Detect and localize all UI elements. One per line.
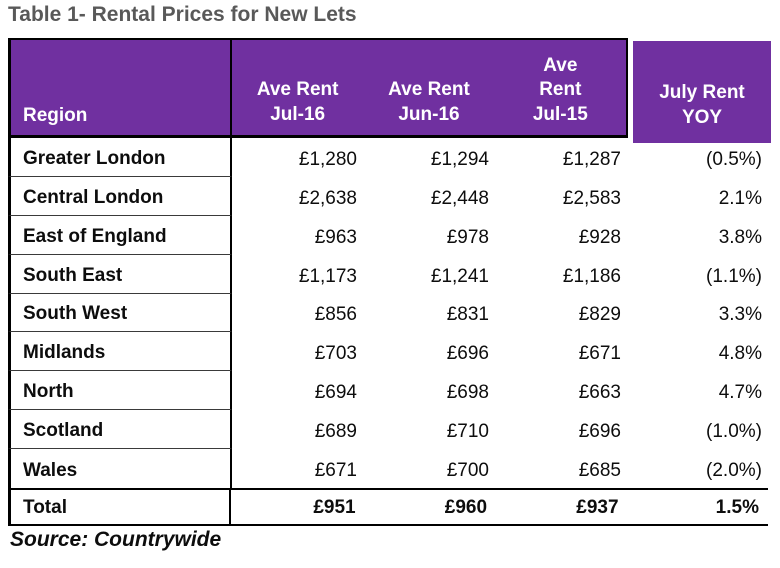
- table-row: East of England £963 £978 £928 3.8%: [8, 215, 771, 255]
- rent-jul16-cell: £694: [314, 382, 357, 404]
- rental-prices-table: Region Ave Rent Jul-16 Ave Rent Jun-16 A…: [8, 38, 771, 526]
- region-cell: South West: [8, 293, 232, 333]
- total-jul16-cell: £951: [313, 496, 356, 518]
- header-line: YOY: [681, 106, 723, 128]
- header-line: July Rent: [659, 82, 745, 104]
- total-jul15-cell: £937: [576, 496, 619, 518]
- table-total-row: Total £951 £960 £937 1.5%: [8, 487, 768, 526]
- rent-jul16-cell: £2,638: [298, 187, 357, 209]
- rent-jun16-cell: £700: [446, 459, 489, 481]
- table-row: Scotland £689 £710 £696 (1.0%): [8, 410, 771, 449]
- source-note: Source: Countrywide: [10, 528, 222, 551]
- rent-jul15-cell: £928: [578, 226, 621, 248]
- header-line: Jun-16: [398, 103, 460, 125]
- region-cell: Central London: [8, 176, 232, 216]
- table-row: North £694 £698 £663 4.7%: [8, 371, 771, 411]
- rent-jul16-cell: £1,173: [298, 265, 357, 287]
- table-body: Greater London £1,280 £1,294 £1,287 (0.5…: [8, 138, 771, 488]
- column-header-ave-rent-jul16: Ave Rent Jul-16: [232, 40, 363, 135]
- header-line: Ave Rent: [388, 79, 470, 101]
- header-line: Rent: [539, 79, 582, 101]
- table-row: South East £1,173 £1,241 £1,186 (1.1%): [8, 254, 771, 294]
- table-header-main: Region Ave Rent Jul-16 Ave Rent Jun-16 A…: [8, 38, 628, 138]
- region-cell: East of England: [8, 215, 232, 255]
- table-row: Wales £671 £700 £685 (2.0%): [8, 449, 771, 488]
- total-jun16-cell: £960: [444, 496, 488, 518]
- header-line: Jul-16: [270, 103, 326, 125]
- rent-jul16-cell: £671: [314, 459, 357, 481]
- total-label-cell: Total: [8, 489, 232, 524]
- region-cell: Greater London: [8, 138, 232, 177]
- yoy-cell: 4.7%: [718, 382, 762, 404]
- column-header-july-rent-yoy: July Rent YOY: [633, 41, 771, 143]
- rent-jul16-cell: £703: [314, 343, 357, 365]
- yoy-cell: 3.8%: [718, 226, 762, 248]
- table-row: Midlands £703 £696 £671 4.8%: [8, 332, 771, 372]
- header-line: Ave Rent: [256, 79, 339, 101]
- header-line: Jul-15: [532, 103, 588, 125]
- table-row: Greater London £1,280 £1,294 £1,287 (0.5…: [8, 138, 771, 177]
- table-title: Table 1- Rental Prices for New Lets: [8, 3, 357, 26]
- rent-jul16-cell: £1,280: [298, 148, 357, 170]
- rent-jul15-cell: £1,186: [562, 265, 621, 287]
- yoy-cell: 4.8%: [718, 343, 762, 365]
- rent-jun16-cell: £978: [446, 226, 489, 248]
- rent-jul15-cell: £2,583: [562, 187, 621, 209]
- rent-jun16-cell: £831: [446, 304, 489, 326]
- rent-jun16-cell: £698: [446, 382, 489, 404]
- yoy-cell: (1.1%): [706, 265, 762, 287]
- table-header-row: Region Ave Rent Jul-16 Ave Rent Jun-16 A…: [8, 38, 771, 143]
- rent-jul15-cell: £663: [578, 382, 621, 404]
- yoy-cell: 3.3%: [718, 304, 762, 326]
- rent-jun16-cell: £1,241: [430, 265, 489, 287]
- rent-jul16-cell: £856: [314, 304, 357, 326]
- header-line: Ave: [543, 55, 578, 77]
- region-cell: Midlands: [8, 332, 232, 372]
- rent-jun16-cell: £710: [446, 421, 489, 442]
- rent-jul15-cell: £671: [578, 343, 621, 365]
- rent-jul15-cell: £829: [578, 304, 621, 326]
- rent-jun16-cell: £2,448: [430, 187, 489, 209]
- yoy-cell: (1.0%): [706, 421, 762, 442]
- rent-jul16-cell: £963: [314, 226, 357, 248]
- rent-jul15-cell: £685: [578, 459, 621, 481]
- yoy-cell: 2.1%: [718, 187, 762, 209]
- region-cell: South East: [8, 254, 232, 294]
- column-header-ave-rent-jun16: Ave Rent Jun-16: [363, 40, 494, 135]
- rent-jul16-cell: £689: [314, 421, 357, 442]
- column-header-ave-rent-jul15: Ave Rent Jul-15: [495, 40, 626, 135]
- table-row: Central London £2,638 £2,448 £2,583 2.1%: [8, 176, 771, 216]
- yoy-cell: (0.5%): [706, 148, 762, 170]
- column-header-region: Region: [11, 40, 232, 135]
- rent-jun16-cell: £1,294: [430, 148, 489, 170]
- rent-jul15-cell: £696: [578, 421, 621, 442]
- table-row: South West £856 £831 £829 3.3%: [8, 293, 771, 333]
- rent-jun16-cell: £696: [446, 343, 489, 365]
- total-yoy-cell: 1.5%: [715, 496, 759, 518]
- region-cell: North: [8, 371, 232, 411]
- rent-jul15-cell: £1,287: [562, 148, 621, 170]
- yoy-cell: (2.0%): [706, 459, 762, 481]
- region-cell: Scotland: [8, 410, 232, 449]
- region-cell: Wales: [8, 449, 232, 488]
